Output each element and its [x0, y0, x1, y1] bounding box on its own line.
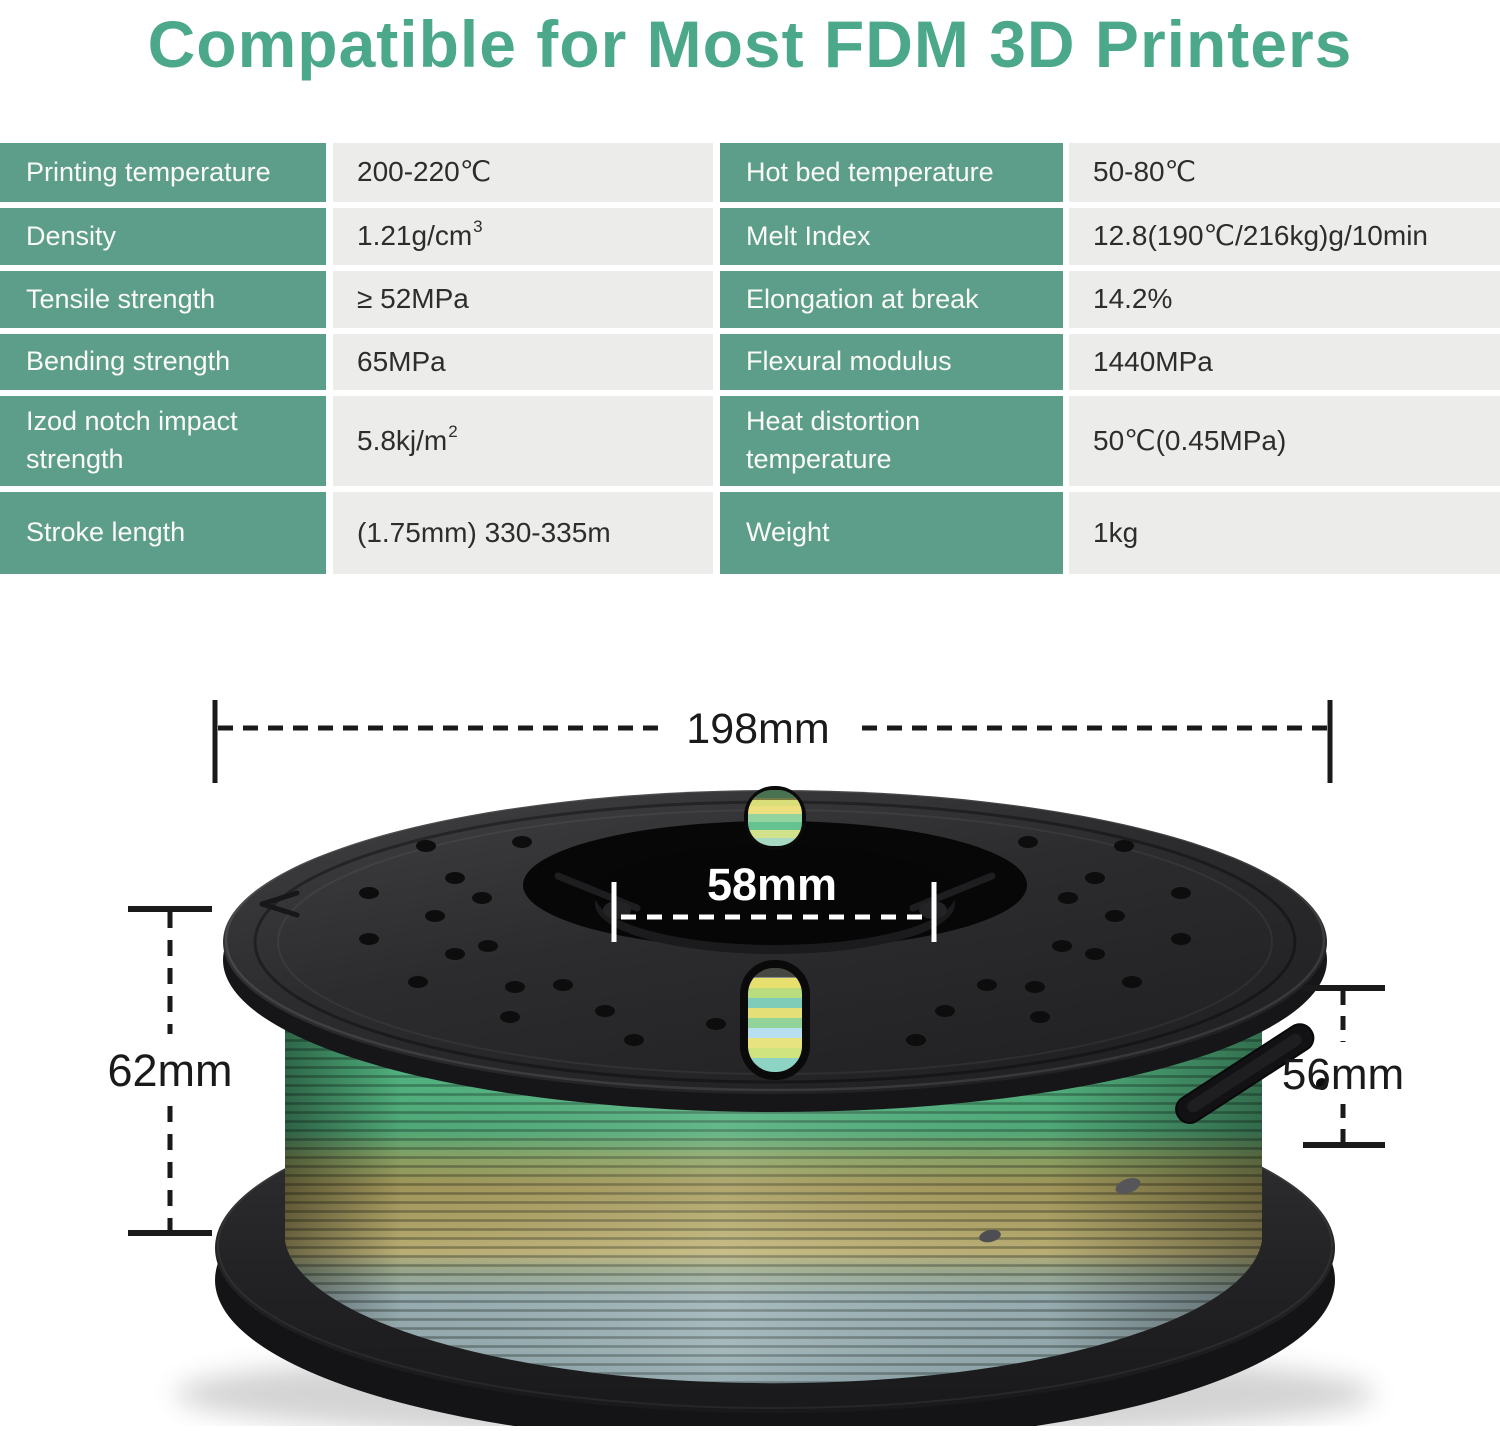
spec-label-stroke-length: Stroke length [0, 492, 326, 574]
dimension-hub-diameter-label: 58mm [707, 859, 837, 910]
spec-label-bending-strength: Bending strength [0, 334, 326, 390]
dimension-right-height [1303, 985, 1385, 1148]
flange-arrow-mark [259, 890, 300, 918]
spec-value-stroke-length: (1.75mm) 330-335m [333, 492, 713, 574]
filament-window-top [744, 786, 806, 850]
flange-screw-dot [1316, 1078, 1328, 1090]
spec-value-density: 1.21g/cm 3 [333, 208, 713, 265]
dimension-left-height-label: 62mm [107, 1045, 232, 1096]
dimension-outer-diameter-label: 198mm [686, 705, 829, 753]
spool-svg: 198mm 58mm 62mm 56mm [107, 700, 1404, 1431]
spec-label-hot-bed-temperature: Hot bed temperature [720, 143, 1063, 202]
spec-value-bending-strength: 65MPa [333, 334, 713, 390]
spec-value-hot-bed-temperature: 50-80℃ [1069, 143, 1500, 202]
spec-table-left: Printing temperature 200-220℃ Density 1.… [0, 143, 713, 574]
spec-value-melt-index: 12.8(190℃/216kg)g/10min [1069, 208, 1500, 265]
spec-value-tensile-strength: ≥ 52MPa [333, 271, 713, 328]
spec-label-weight: Weight [720, 492, 1063, 574]
dimension-left-height [128, 906, 212, 1236]
spec-label-melt-index: Melt Index [720, 208, 1063, 265]
hub-hole [523, 821, 1027, 954]
spec-value-printing-temperature: 200-220℃ [333, 143, 713, 202]
spec-label-heat-distortion-temperature: Heat distortion temperature [720, 396, 1063, 486]
page-title: Compatible for Most FDM 3D Printers [147, 7, 1353, 81]
spec-value-heat-distortion-temperature: 50℃(0.45MPa) [1069, 396, 1500, 486]
spec-label-flexural-modulus: Flexural modulus [720, 334, 1063, 390]
dimension-outer-diameter [212, 700, 1333, 783]
filament-window-bottom [740, 960, 810, 1080]
spec-value-elongation-at-break: 14.2% [1069, 271, 1500, 328]
flange-speck [979, 1229, 1001, 1243]
spec-label-tensile-strength: Tensile strength [0, 271, 326, 328]
spec-label-printing-temperature: Printing temperature [0, 143, 326, 202]
spec-value-weight: 1kg [1069, 492, 1500, 574]
dimension-hub-diameter [611, 882, 937, 942]
spec-label-elongation-at-break: Elongation at break [720, 271, 1063, 328]
spec-label-density: Density [0, 208, 326, 265]
spec-table-right: Hot bed temperature 50-80℃ Melt Index 12… [720, 143, 1500, 574]
spec-value-izod-notch-impact-strength: 5.8kj/m 2 [333, 396, 713, 486]
spec-value-flexural-modulus: 1440MPa [1069, 334, 1500, 390]
spec-label-izod-notch-impact-strength: Izod notch impact strength [0, 396, 326, 486]
dimension-right-height-label: 56mm [1282, 1050, 1404, 1099]
flange-vent-holes [359, 836, 1191, 1046]
spool-illustration: 198mm 58mm 62mm 56mm [0, 646, 1500, 1431]
flange-speck [1115, 1178, 1141, 1194]
filament-clip-slot [1175, 1023, 1315, 1124]
